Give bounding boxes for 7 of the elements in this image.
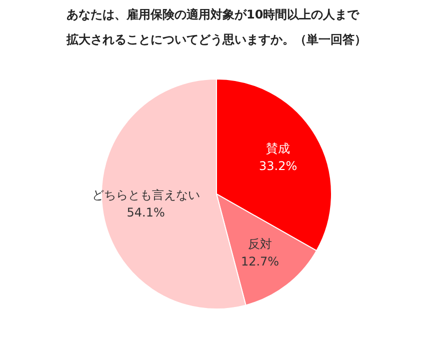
slice-label: どちらとも言えない — [92, 188, 200, 202]
slice-label: 反対 — [248, 237, 272, 252]
data-label: 54.1% — [126, 206, 165, 220]
chart-title: あなたは、雇用保険の適用対象が10時間以上の人まで拡大されることについてどう思いますか。（単一回答） — [66, 7, 366, 46]
data-label: 33.2% — [259, 159, 298, 174]
slice-label: 賛成 — [266, 142, 290, 156]
data-label: 12.7% — [240, 254, 280, 269]
